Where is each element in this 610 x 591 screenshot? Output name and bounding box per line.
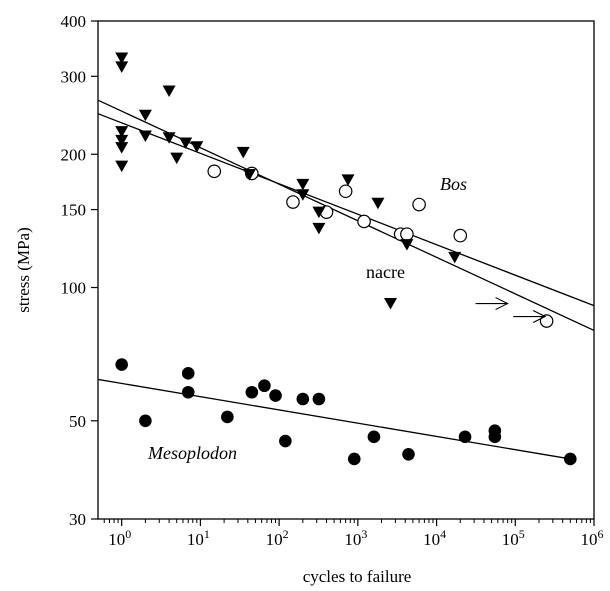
point-nacre — [162, 85, 176, 97]
point-mesoplodon — [258, 379, 271, 393]
point-mesoplodon — [279, 434, 292, 448]
point-nacre — [242, 169, 256, 181]
y-tick-label: 150 — [61, 201, 87, 220]
x-tick-label: 100 — [108, 527, 131, 549]
point-bos — [338, 184, 353, 199]
point-mesoplodon — [402, 448, 415, 461]
x-tick-label: 103 — [344, 527, 367, 549]
point-nacre — [312, 222, 326, 235]
data-points — [115, 52, 577, 466]
runout-arrow-nacre — [513, 310, 547, 324]
point-nacre — [115, 142, 129, 154]
x-tick-base: 10 — [187, 530, 204, 549]
fit-line-mesoplodon — [97, 378, 571, 460]
point-mesoplodon — [347, 452, 361, 466]
x-axis-title: cycles to failure — [303, 567, 412, 586]
x-tick-label: 102 — [266, 527, 289, 549]
point-mesoplodon — [564, 452, 577, 466]
runout-arrow-nacre — [475, 297, 509, 311]
series-label-mesoplodon: Mesoplodon — [147, 443, 237, 463]
point-nacre — [384, 298, 398, 310]
point-nacre — [341, 174, 355, 186]
x-tick-label: 105 — [502, 527, 525, 549]
point-nacre — [115, 126, 129, 138]
x-tick-base: 10 — [108, 530, 125, 549]
point-mesoplodon — [488, 424, 502, 437]
point-bos — [286, 195, 300, 209]
point-nacre — [296, 178, 310, 191]
x-tick-label: 106 — [581, 527, 604, 549]
point-nacre — [115, 160, 129, 173]
y-tick-label: 200 — [61, 145, 87, 164]
x-tick-base: 10 — [423, 530, 440, 549]
x-tick-base: 10 — [266, 530, 283, 549]
x-tick-label: 101 — [187, 527, 210, 549]
x-tick-exponent: 6 — [598, 527, 604, 541]
point-nacre — [400, 239, 414, 251]
x-tick-base: 10 — [581, 530, 598, 549]
point-nacre — [371, 197, 385, 210]
x-tick-exponent: 5 — [519, 527, 525, 541]
point-bos — [207, 164, 222, 179]
series-label-bos: Bos — [440, 174, 467, 194]
point-bos — [453, 228, 468, 243]
point-nacre — [115, 61, 129, 73]
labels: cycles to failure stress (MPa) Bos nacre… — [14, 174, 467, 586]
y-axis-title: stress (MPa) — [14, 227, 33, 312]
point-nacre — [236, 146, 250, 159]
point-nacre — [138, 109, 152, 122]
point-mesoplodon — [269, 389, 282, 402]
point-bos — [357, 214, 371, 229]
x-tick-base: 10 — [502, 530, 519, 549]
x-tick-exponent: 2 — [283, 527, 289, 541]
fit-line-bos — [97, 113, 595, 307]
point-mesoplodon — [245, 385, 259, 399]
point-nacre — [179, 137, 193, 150]
point-nacre — [115, 134, 129, 147]
point-nacre — [312, 206, 326, 219]
point-nacre — [448, 251, 462, 264]
point-nacre — [190, 141, 204, 153]
x-tick-base: 10 — [344, 530, 361, 549]
point-mesoplodon — [296, 392, 310, 406]
point-nacre — [170, 152, 184, 165]
point-nacre — [296, 189, 310, 201]
x-tick-exponent: 1 — [204, 527, 210, 541]
y-tick-label: 100 — [61, 279, 87, 298]
point-mesoplodon — [139, 414, 152, 428]
x-tick-exponent: 3 — [361, 527, 367, 541]
point-nacre — [138, 130, 152, 142]
point-mesoplodon — [181, 367, 195, 380]
point-bos — [412, 197, 426, 212]
x-tick-exponent: 4 — [440, 527, 446, 541]
x-tick-exponent: 0 — [125, 527, 131, 541]
point-bos — [400, 227, 414, 241]
series-label-nacre: nacre — [366, 262, 405, 282]
point-mesoplodon — [181, 385, 195, 399]
y-tick-label: 300 — [61, 67, 87, 86]
point-mesoplodon — [367, 430, 381, 444]
point-nacre — [115, 52, 129, 64]
point-mesoplodon — [221, 410, 234, 424]
point-mesoplodon — [458, 430, 472, 444]
point-mesoplodon — [115, 358, 128, 371]
y-tick-label: 30 — [69, 510, 86, 529]
y-tick-label: 50 — [69, 412, 86, 431]
y-tick-label: 400 — [61, 12, 87, 31]
point-nacre — [162, 132, 176, 144]
point-mesoplodon — [312, 392, 326, 406]
x-tick-label: 104 — [423, 527, 446, 549]
